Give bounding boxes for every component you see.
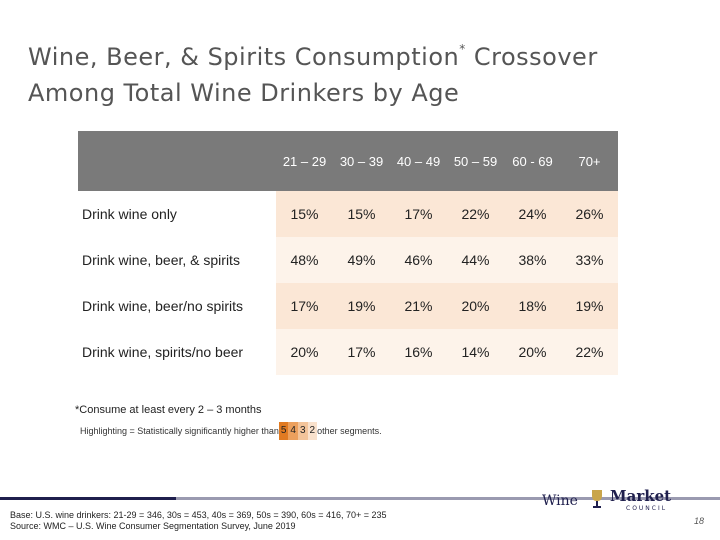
table-corner-cell [78,131,276,191]
source-line: Source: WMC – U.S. Wine Consumer Segment… [10,521,296,531]
table-cell: 22% [447,191,504,237]
table-row: Drink wine only 15% 15% 17% 22% 24% 26% [78,191,618,237]
column-header: 30 – 39 [333,131,390,191]
table-cell: 20% [504,329,561,375]
legend-swatch-5: 5 [278,422,289,440]
legend-suffix: other segments. [317,426,382,436]
table-cell: 20% [276,329,333,375]
row-label: Drink wine, spirits/no beer [82,344,244,360]
slide-title: Wine, Beer, & Spirits Consumption* Cross… [28,31,708,111]
logo-council-text: COUNCIL [626,505,668,512]
legend-swatch-2: 2 [307,422,318,440]
table-cell: 21% [390,283,447,329]
table-cell: 38% [504,237,561,283]
table-cell: 18% [504,283,561,329]
table-cell: 44% [447,237,504,283]
logo-wine-text: Wine [542,493,578,509]
table-cell: 16% [390,329,447,375]
legend-swatch-3: 3 [297,422,308,440]
crossover-table: 21 – 29 30 – 39 40 – 49 50 – 59 60 - 69 … [78,131,618,375]
title-line1-part1: Wine, Beer, & Spirits Consumption [28,43,460,71]
row-label: Drink wine, beer, & spirits [82,252,240,268]
base-line: Base: U.S. wine drinkers: 21-29 = 346, 3… [10,510,387,520]
table-row: Drink wine, spirits/no beer 20% 17% 16% … [78,329,618,375]
table-cell: 14% [447,329,504,375]
table-cell: 49% [333,237,390,283]
table-cell: 15% [333,191,390,237]
table-row: Drink wine, beer/no spirits 17% 19% 21% … [78,283,618,329]
table-cell: 24% [504,191,561,237]
row-label: Drink wine, beer/no spirits [82,298,244,314]
legend-swatch-4: 4 [288,422,298,440]
column-header: 60 - 69 [504,131,561,191]
page-number: 18 [694,516,705,526]
wine-glass-icon [592,490,602,508]
table-cell: 19% [561,283,618,329]
row-label: Drink wine only [82,206,177,222]
table-row: Drink wine, beer, & spirits 48% 49% 46% … [78,237,618,283]
source-note: Base: U.S. wine drinkers: 21-29 = 346, 3… [10,510,387,532]
logo-market-text: Market [610,487,672,505]
column-header: 50 – 59 [447,131,504,191]
table-cell: 19% [333,283,390,329]
table-cell: 26% [561,191,618,237]
title-asterisk: * [459,42,466,56]
title-line2: Among Total Wine Drinkers by Age [28,79,460,107]
table-cell: 48% [276,237,333,283]
column-header: 21 – 29 [276,131,333,191]
footnote: *Consume at least every 2 – 3 months [75,404,262,416]
table-cell: 20% [447,283,504,329]
table-header-row: 21 – 29 30 – 39 40 – 49 50 – 59 60 - 69 … [78,131,618,191]
column-header: 70+ [561,131,618,191]
wine-market-council-logo: Wine Market COUNCIL [542,487,692,515]
table-cell: 46% [390,237,447,283]
footer-divider [0,497,720,500]
column-header: 40 – 49 [390,131,447,191]
table-cell: 17% [390,191,447,237]
table-cell: 22% [561,329,618,375]
highlight-legend: Highlighting = Statistically significant… [80,422,382,440]
table-cell: 15% [276,191,333,237]
legend-prefix: Highlighting = Statistically significant… [80,426,279,436]
table-cell: 17% [333,329,390,375]
table-cell: 33% [561,237,618,283]
table-cell: 17% [276,283,333,329]
title-line1-part2: Crossover [465,43,598,71]
